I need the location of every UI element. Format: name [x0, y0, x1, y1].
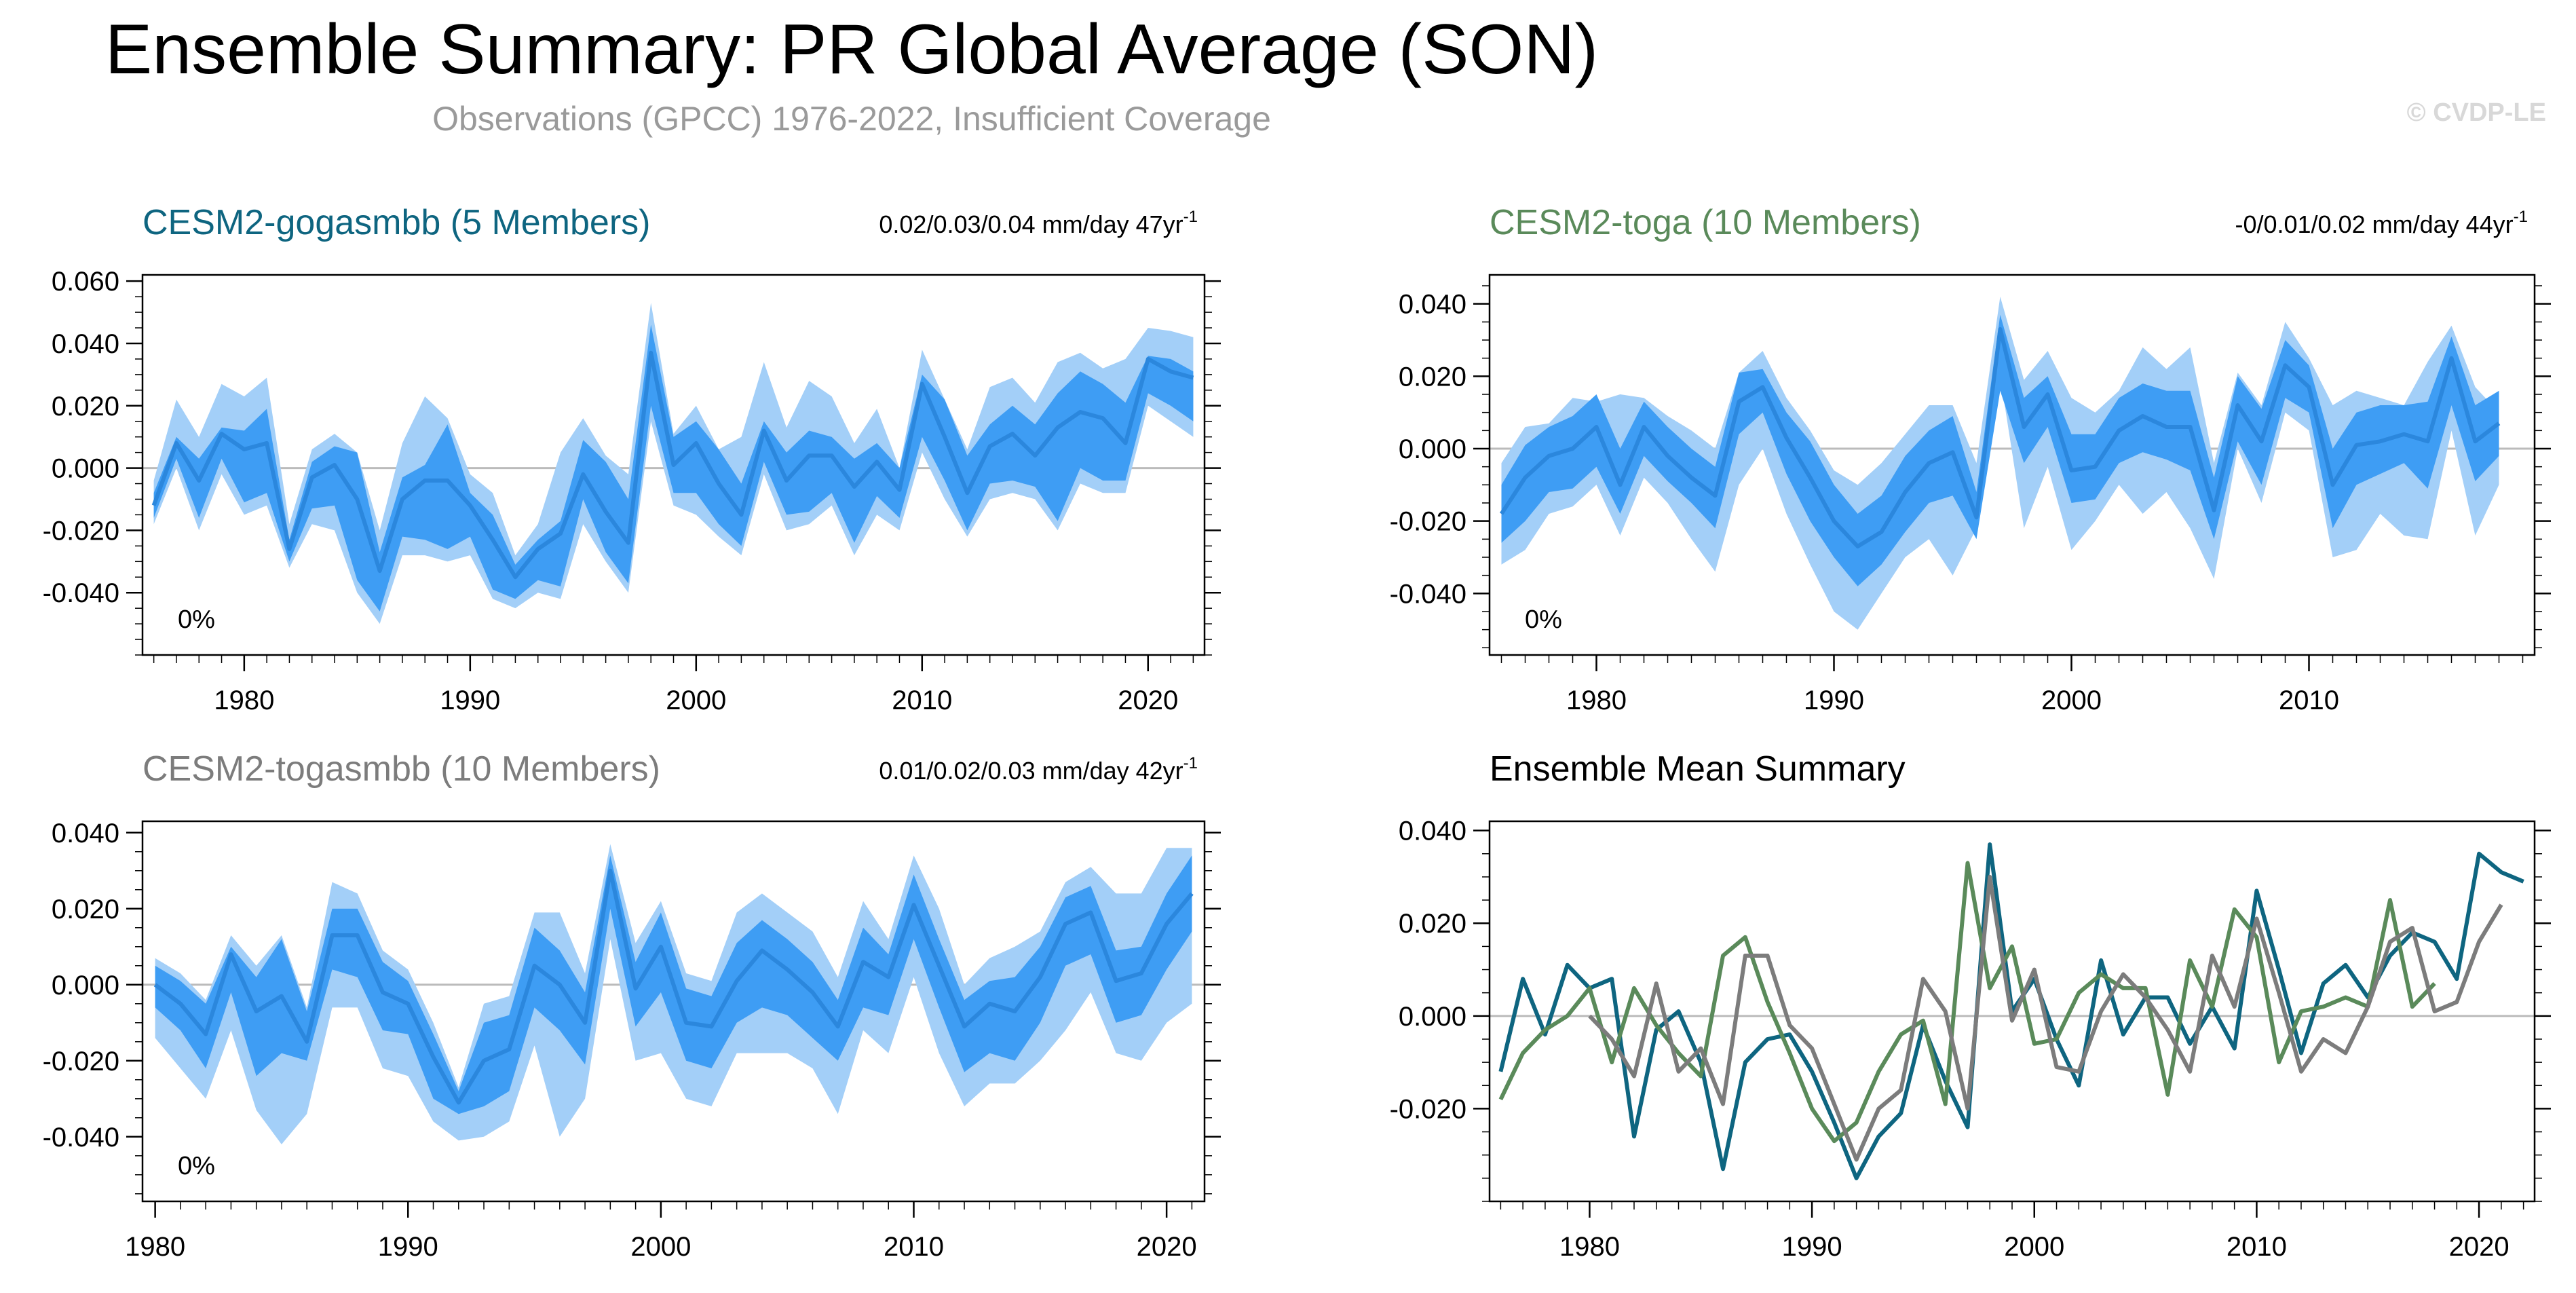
- y-tick-label: 0.000: [52, 454, 119, 484]
- panel-stats: -0/0.01/0.02 mm/day 44yr-1: [2235, 208, 2528, 238]
- x-tick-label: 1980: [125, 1232, 185, 1262]
- ensemble-mean-line: [1499, 327, 2501, 548]
- panel-gogasmbb: CESM2-gogasmbb (5 Members) 0.02/0.03/0.04…: [43, 203, 1221, 715]
- stats-value: 0.02/0.03/0.04 mm/day 47yr: [879, 210, 1183, 238]
- panel-toga: CESM2-toga (10 Members) -0/0.01/0.02 mm/d…: [1390, 203, 2551, 715]
- y-tick-label: 0.040: [1399, 817, 1466, 846]
- x-tick-label: 2020: [2449, 1232, 2509, 1262]
- x-tick-label: 2020: [1137, 1232, 1197, 1262]
- panel-title: CESM2-toga (10 Members): [1490, 203, 1921, 242]
- y-tick-label: -0.020: [43, 516, 119, 546]
- x-tick-label: 1980: [1559, 1232, 1620, 1262]
- credit-label: © CVDP-LE: [2407, 98, 2546, 127]
- percent-label: 0%: [178, 605, 215, 634]
- y-tick-label: -0.020: [1390, 1094, 1466, 1124]
- x-tick-label: 2000: [2041, 686, 2102, 715]
- x-tick-label: 1980: [214, 686, 274, 715]
- y-tick-label: 0.040: [52, 819, 119, 848]
- y-tick-label: 0.020: [1399, 909, 1466, 939]
- stats-value: 0.01/0.02/0.03 mm/day 42yr: [879, 757, 1183, 785]
- plot-frame: [141, 820, 1206, 1203]
- x-tick-label: 2010: [2227, 1232, 2287, 1262]
- plot-frame: [1488, 274, 2536, 656]
- y-tick-label: -0.020: [43, 1047, 119, 1076]
- panel-stats: 0.01/0.02/0.03 mm/day 42yr-1: [879, 754, 1198, 785]
- stats-unit-exponent: -1: [1183, 208, 1198, 226]
- y-tick-label: -0.040: [43, 1123, 119, 1153]
- inner-range-band: [1501, 314, 2499, 586]
- x-tick-label: 2010: [892, 686, 952, 715]
- plot-area: [143, 303, 1205, 624]
- panel-mean-summary: Ensemble Mean Summary 1980 1990 2000 2010 202…: [1390, 749, 2551, 1262]
- figure-title: Ensemble Summary: PR Global Average (SON…: [105, 10, 1598, 89]
- percent-label: 0%: [178, 1152, 215, 1180]
- x-tick-label: 1990: [1804, 686, 1864, 715]
- panel-title: CESM2-togasmbb (10 Members): [143, 749, 660, 789]
- x-tick-label: 1990: [378, 1232, 438, 1262]
- stats-value: -0/0.01/0.02 mm/day 44yr: [2235, 210, 2513, 238]
- y-tick-label: -0.040: [1390, 579, 1466, 609]
- ensemble-mean-line: [153, 868, 1194, 1105]
- stats-unit-exponent: -1: [1183, 754, 1198, 772]
- y-tick-label: -0.020: [1390, 507, 1466, 537]
- x-tick-label: 2000: [630, 1232, 691, 1262]
- y-tick-label: 0.020: [52, 895, 119, 924]
- y-tick-label: 0.000: [1399, 1002, 1466, 1032]
- x-tick-label: 2010: [2279, 686, 2339, 715]
- plot-area: [1490, 297, 2535, 630]
- y-tick-label: 0.040: [52, 329, 119, 359]
- x-tick-label: 2010: [884, 1232, 944, 1262]
- ensemble-mean-line: [151, 350, 1194, 580]
- plot-area: [1490, 842, 2535, 1180]
- series-line-cesm2-toga: [1498, 861, 2436, 1144]
- y-tick-label: 0.000: [52, 971, 119, 1000]
- x-tick-label: 1980: [1566, 686, 1627, 715]
- panel-togasmbb: CESM2-togasmbb (10 Members) 0.01/0.02/0.0…: [43, 749, 1221, 1262]
- figure-subtitle: Observations (GPCC) 1976-2022, Insuffici…: [432, 100, 1271, 138]
- stats-unit-exponent: -1: [2514, 208, 2528, 226]
- plot-area: [143, 844, 1205, 1144]
- panel-stats: 0.02/0.03/0.04 mm/day 47yr-1: [879, 208, 1198, 238]
- panel-title: Ensemble Mean Summary: [1490, 749, 1906, 789]
- x-tick-label: 2000: [666, 686, 726, 715]
- panels: CESM2-gogasmbb (5 Members) 0.02/0.03/0.04…: [43, 203, 2551, 1262]
- y-tick-label: 0.020: [1399, 362, 1466, 392]
- x-tick-label: 2020: [1118, 686, 1178, 715]
- x-tick-label: 2000: [2004, 1232, 2064, 1262]
- y-tick-label: 0.060: [52, 267, 119, 297]
- x-tick-label: 1990: [440, 686, 500, 715]
- percent-label: 0%: [1525, 605, 1562, 634]
- inner-range-band: [153, 324, 1194, 612]
- y-tick-label: 0.040: [1399, 290, 1466, 320]
- y-tick-label: 0.020: [52, 392, 119, 421]
- y-tick-label: 0.000: [1399, 434, 1466, 464]
- y-tick-label: -0.040: [43, 578, 119, 608]
- series-line-cesm2-togasmbb: [1588, 875, 2503, 1162]
- panel-title: CESM2-gogasmbb (5 Members): [143, 203, 650, 242]
- x-tick-label: 1990: [1782, 1232, 1842, 1262]
